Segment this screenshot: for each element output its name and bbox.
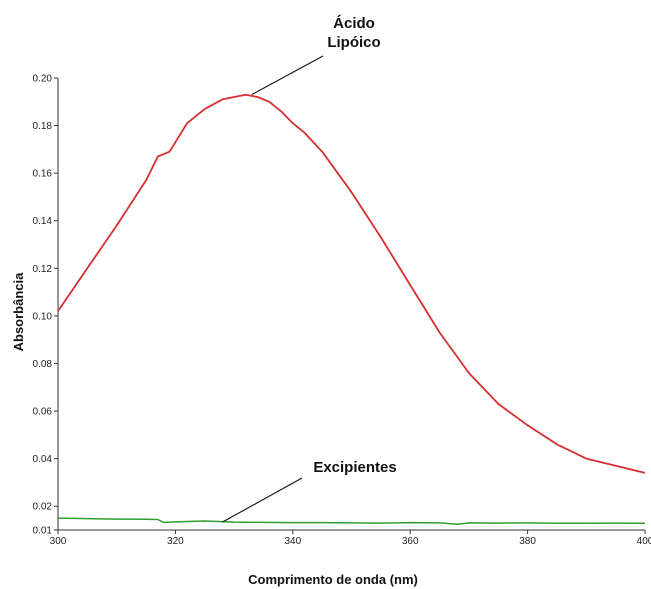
y-tick-label: 0.02	[33, 502, 53, 513]
annotation-label-line: Lipóico	[327, 34, 380, 51]
x-tick-label: 340	[284, 536, 301, 547]
annotation-label: Ácido Lipóico	[327, 15, 380, 51]
y-tick-label: 0.14	[33, 216, 53, 227]
x-axis-title: Comprimento de onda (nm)	[248, 572, 418, 587]
y-tick-label: 0.01	[33, 526, 53, 537]
x-tick-label: 320	[167, 536, 184, 547]
y-tick-label: 0.08	[33, 359, 53, 370]
axes	[57, 78, 645, 531]
y-tick-label: 0.18	[33, 121, 53, 132]
y-axis-title: Absorbância	[11, 272, 26, 352]
annotation-leader-line	[251, 55, 324, 96]
y-tick-label: 0.12	[33, 264, 53, 275]
y-tick-label: 0.04	[33, 454, 53, 465]
annotation-label-line: Ácido	[333, 15, 375, 32]
y-ticks: 0.01 0.02 0.04 0.06 0.08 0.10 0.12 0.14 0.16 0.18…	[33, 74, 58, 537]
annotations: Ácido Lipóico Excipientes	[222, 15, 397, 523]
x-tick-label: 300	[50, 536, 67, 547]
annotation-label: Excipientes	[313, 459, 396, 476]
x-tick-label: 400	[637, 536, 651, 547]
y-tick-label: 0.10	[33, 311, 53, 322]
y-tick-label: 0.20	[33, 74, 53, 85]
y-tick-label: 0.16	[33, 169, 53, 180]
x-tick-label: 360	[402, 536, 419, 547]
y-tick-label: 0.06	[33, 407, 53, 418]
annotation-label-line: Excipientes	[313, 459, 396, 476]
x-tick-label: 380	[519, 536, 536, 547]
x-ticks: 300 320 340 360 380 400	[50, 530, 651, 547]
series-line-1	[57, 517, 646, 526]
annotation-leader-line	[222, 477, 303, 523]
series-layer	[57, 93, 646, 526]
series-line-0	[57, 93, 646, 474]
